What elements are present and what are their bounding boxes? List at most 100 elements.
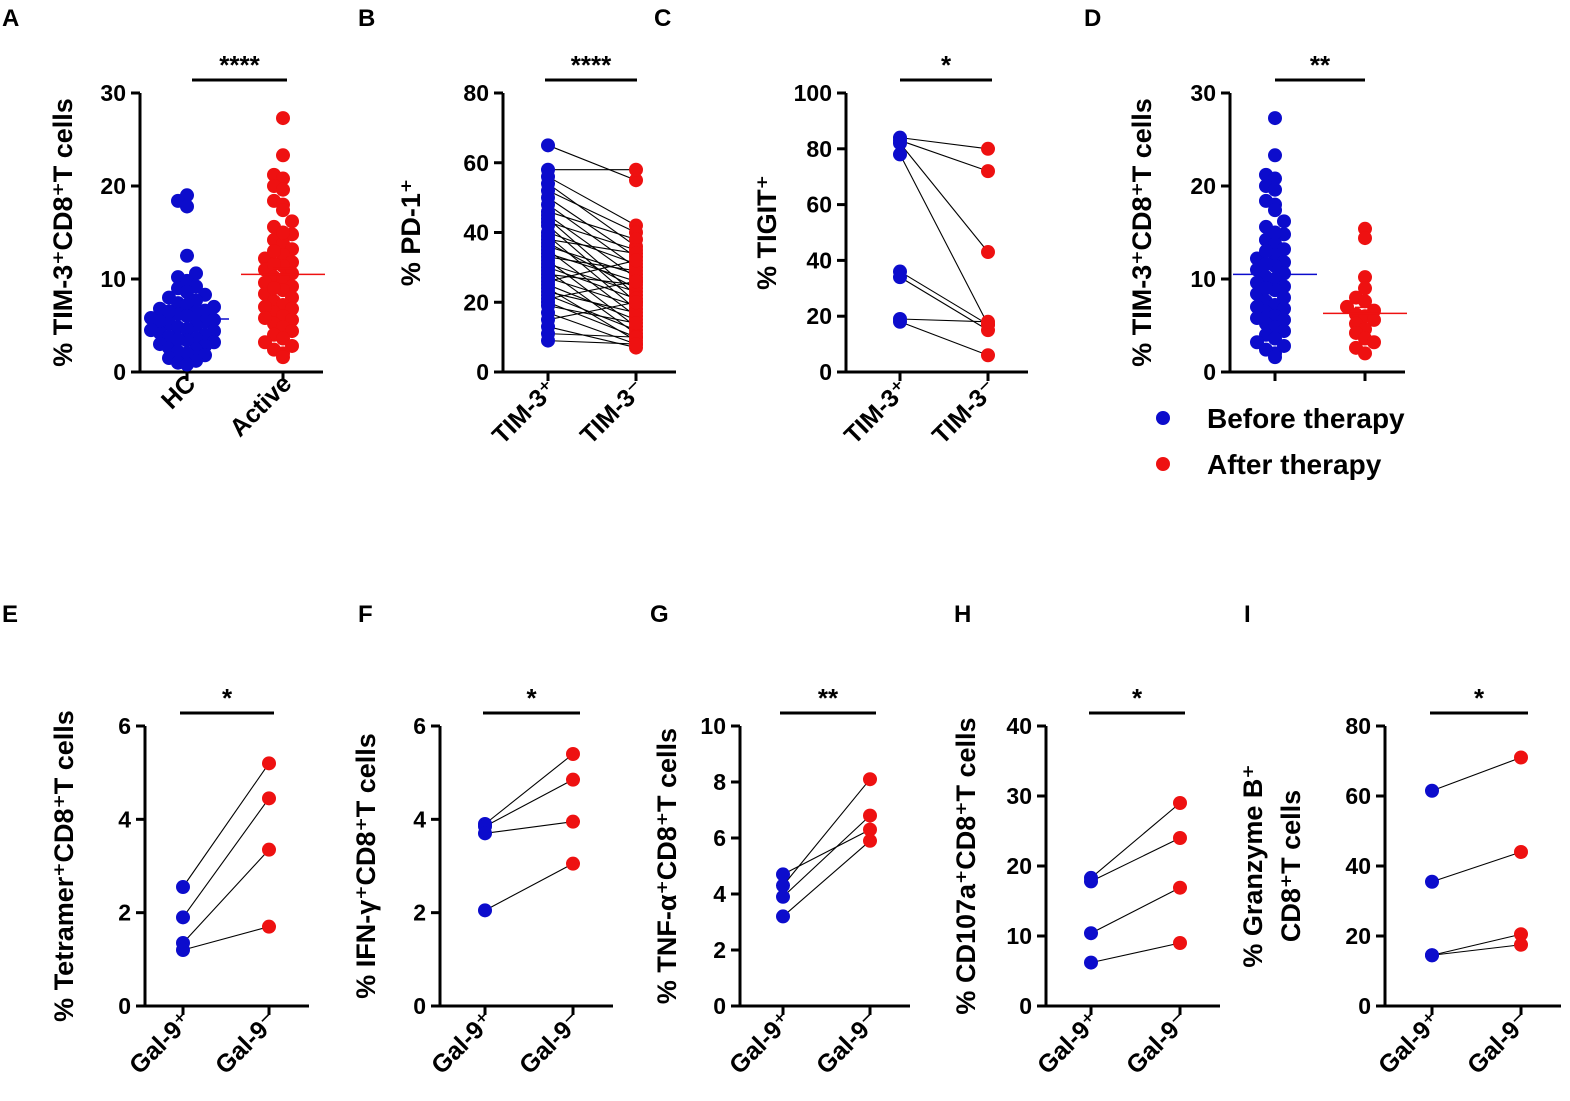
data-point xyxy=(258,299,272,314)
y-axis-label-line2: CD8⁺T cells xyxy=(1276,790,1306,942)
y-tick-label: 2 xyxy=(413,900,426,926)
data-point xyxy=(1514,927,1528,942)
data-point xyxy=(1367,335,1381,350)
panel-d: D 0 10 20 30 % TIM-3⁺CD8⁺T cells ** xyxy=(1084,5,1407,385)
pair-line xyxy=(547,211,637,240)
y-axis-label: % TIM-3⁺CD8⁺T cells xyxy=(48,98,78,367)
pair-line xyxy=(547,252,637,282)
data-point xyxy=(1358,231,1372,246)
panel-a: A 0 10 20 30 % TIM-3⁺CD8⁺T cells HC Active **** xyxy=(2,5,325,442)
data-point xyxy=(176,943,190,957)
pair-line xyxy=(547,312,637,345)
y-tick-label: 40 xyxy=(806,247,832,273)
data-point xyxy=(1173,936,1187,950)
data-point xyxy=(180,248,194,263)
pair-line xyxy=(782,815,871,898)
y-tick-label: 80 xyxy=(463,80,489,106)
pair-line xyxy=(547,280,637,300)
panel-letter-i: I xyxy=(1244,601,1251,628)
data-point xyxy=(863,808,877,823)
y-tick-label: 60 xyxy=(463,150,489,176)
y-tick-label: 0 xyxy=(1203,359,1216,385)
pair-line xyxy=(547,259,637,282)
data-point xyxy=(180,357,194,372)
significance-label: * xyxy=(526,683,537,713)
data-point xyxy=(981,245,995,260)
pair-line xyxy=(782,829,871,875)
data-point xyxy=(171,332,185,347)
pair-line xyxy=(484,863,574,911)
pair-line xyxy=(547,266,637,300)
y-tick-label: 6 xyxy=(413,713,426,739)
panel-letter-g: G xyxy=(650,601,669,628)
data-point xyxy=(1277,214,1291,229)
pair-line xyxy=(547,190,637,233)
category-label: Gal-9⁻ xyxy=(811,1006,884,1079)
data-point xyxy=(1358,346,1372,361)
pair-line xyxy=(899,139,989,172)
pair-line xyxy=(1431,944,1522,956)
data-point xyxy=(1358,270,1372,285)
pair-line xyxy=(899,271,989,326)
data-point xyxy=(267,281,281,296)
y-tick-label: 60 xyxy=(806,192,832,218)
data-point xyxy=(629,263,643,278)
category-label: TIM-3⁻ xyxy=(575,374,650,449)
y-tick-label: 4 xyxy=(118,806,131,832)
pair-line xyxy=(1090,802,1181,879)
y-tick-label: 100 xyxy=(794,80,832,106)
y-tick-label: 0 xyxy=(1358,993,1371,1019)
pair-line xyxy=(547,294,637,331)
pair-line xyxy=(1431,933,1522,956)
data-point xyxy=(1268,203,1282,218)
y-tick-label: 4 xyxy=(413,806,426,832)
data-point xyxy=(276,111,290,126)
data-point xyxy=(1268,225,1282,240)
data-point xyxy=(981,141,995,156)
y-axis-label: % PD-1⁺ xyxy=(396,179,426,286)
data-point xyxy=(1084,955,1098,970)
pair-line xyxy=(1431,756,1522,792)
y-tick-label: 4 xyxy=(713,881,726,907)
data-point xyxy=(276,203,290,218)
category-label: Gal-9⁺ xyxy=(1373,1006,1446,1079)
y-tick-label: 20 xyxy=(1190,173,1216,199)
pair-line xyxy=(547,183,637,247)
significance-label: **** xyxy=(571,50,612,80)
data-point xyxy=(144,323,158,338)
panel-c: C 0 20 40 60 80 100 % TIGIT⁺ TIM-3⁺ TIM-3⁻ * xyxy=(654,5,1028,450)
pair-line xyxy=(547,235,637,310)
panel-letter-c: C xyxy=(654,5,671,32)
category-label: Active xyxy=(224,369,297,442)
pair-line xyxy=(547,256,637,272)
category-label: Gal-9⁺ xyxy=(426,1006,499,1079)
y-tick-label: 20 xyxy=(806,303,832,329)
panel-h: H 0 10 20 30 40 % CD107a⁺CD8⁺T cells Gal-9⁺ Gal-… xyxy=(951,601,1220,1080)
data-point xyxy=(1173,796,1187,810)
legend-label-before: Before therapy xyxy=(1207,403,1405,434)
data-point xyxy=(1425,874,1439,889)
y-axis-label: % IFN-γ⁺CD8⁺T cells xyxy=(351,733,381,999)
pair-line xyxy=(899,154,989,325)
y-tick-label: 30 xyxy=(100,80,126,106)
y-tick-label: 40 xyxy=(1006,713,1032,739)
data-point xyxy=(262,756,276,771)
y-tick-label: 60 xyxy=(1345,783,1371,809)
data-point xyxy=(180,199,194,214)
panel-i: I 0 20 40 60 80 % Granzyme B⁺ CD8⁺T cells Gal-9⁺… xyxy=(1238,601,1561,1080)
y-tick-label: 40 xyxy=(1345,853,1371,879)
data-point xyxy=(258,311,272,326)
data-point xyxy=(776,889,790,904)
panel-b: B 0 20 40 60 80 % PD-1⁺ TIM-3⁺ TIM-3⁻ **** xyxy=(358,5,676,450)
pair-line xyxy=(547,301,637,338)
panel-letter-a: A xyxy=(2,5,19,32)
data-point xyxy=(566,814,580,829)
data-point xyxy=(1268,148,1282,163)
panel-letter-e: E xyxy=(2,601,18,628)
pair-line xyxy=(547,242,637,289)
data-point xyxy=(893,270,907,285)
data-point xyxy=(1367,312,1381,327)
pair-line xyxy=(484,779,574,827)
